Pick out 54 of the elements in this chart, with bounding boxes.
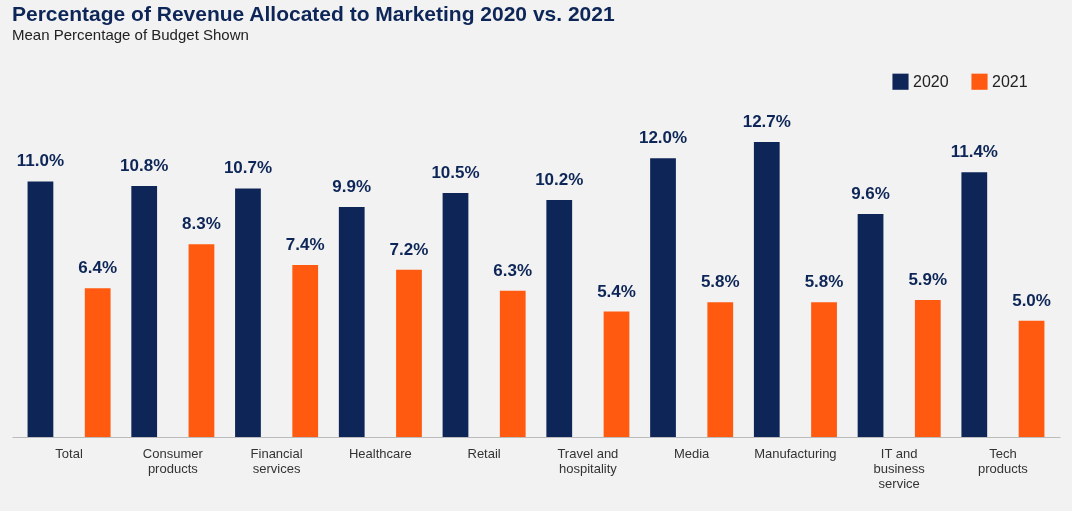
bar bbox=[650, 158, 676, 437]
bar bbox=[603, 311, 630, 437]
data-label: 10.5% bbox=[431, 163, 480, 183]
data-label: 5.8% bbox=[804, 272, 844, 292]
bar bbox=[811, 302, 837, 437]
data-label: 12.7% bbox=[742, 111, 791, 131]
x-tick-label: Retail bbox=[467, 445, 501, 461]
x-tick-label: Total bbox=[55, 445, 83, 461]
data-label: 10.8% bbox=[120, 156, 169, 176]
data-label: 6.3% bbox=[493, 260, 533, 280]
bar bbox=[707, 302, 734, 437]
x-tick-label: Tech products bbox=[977, 445, 1029, 476]
x-tick-label: Travel and hospitality bbox=[557, 445, 619, 476]
bar bbox=[914, 299, 941, 437]
data-label: 11.4% bbox=[950, 142, 998, 162]
bar bbox=[546, 200, 573, 437]
bar bbox=[292, 265, 319, 437]
x-tick-label: Healthcare bbox=[348, 445, 412, 461]
data-label: 9.9% bbox=[332, 177, 372, 197]
data-label: 8.3% bbox=[182, 214, 221, 234]
bar bbox=[84, 288, 111, 437]
chart-subtitle: Mean Percentage of Budget Shown bbox=[12, 25, 249, 43]
x-tick-label: Media bbox=[673, 445, 711, 461]
legend-label: 2021 bbox=[992, 72, 1028, 90]
x-tick-label: Consumer products bbox=[142, 445, 204, 476]
bar bbox=[1018, 320, 1045, 437]
data-label: 7.2% bbox=[389, 239, 429, 259]
bar bbox=[961, 172, 988, 437]
bar bbox=[235, 188, 261, 437]
data-label: 10.7% bbox=[223, 158, 273, 178]
x-tick-label: Financial services bbox=[250, 445, 303, 476]
data-label: 12.0% bbox=[638, 128, 688, 148]
bar bbox=[188, 244, 215, 437]
bar bbox=[442, 193, 469, 437]
bar bbox=[396, 269, 422, 437]
data-label: 6.4% bbox=[78, 258, 118, 278]
x-tick-label: Manufacturing bbox=[754, 445, 837, 461]
bar bbox=[27, 181, 54, 437]
data-label: 9.6% bbox=[851, 183, 890, 203]
bar bbox=[753, 141, 780, 437]
bar bbox=[131, 186, 158, 437]
bar bbox=[499, 290, 526, 437]
data-label: 11.0% bbox=[16, 151, 65, 171]
bar bbox=[857, 213, 884, 437]
legend-label: 2020 bbox=[913, 72, 949, 90]
data-label: 10.2% bbox=[535, 170, 584, 190]
x-tick-label: IT and business service bbox=[873, 445, 926, 491]
data-label: 5.0% bbox=[1012, 290, 1051, 310]
data-label: 5.9% bbox=[908, 269, 948, 289]
data-label: 7.4% bbox=[285, 235, 325, 255]
data-label: 5.4% bbox=[597, 281, 636, 301]
chart-title: Percentage of Revenue Allocated to Marketing 2020 vs. 2021 bbox=[12, 1, 615, 25]
data-label: 5.8% bbox=[700, 272, 740, 292]
bar bbox=[338, 207, 365, 437]
